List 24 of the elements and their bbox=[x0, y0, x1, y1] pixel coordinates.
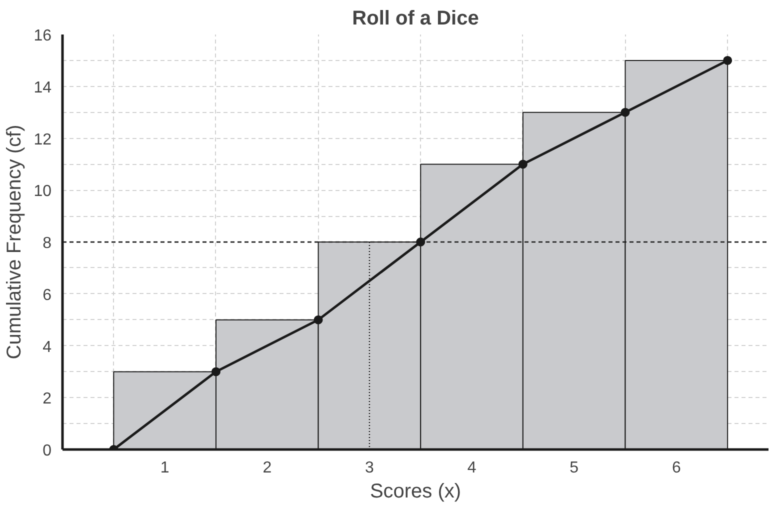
x-tick-label: 4 bbox=[467, 460, 476, 476]
point bbox=[518, 160, 528, 169]
y-axis-title: Cumulative Frequency (cf) bbox=[4, 124, 26, 360]
y-tick-label: 12 bbox=[34, 131, 52, 148]
point bbox=[620, 108, 630, 117]
point bbox=[416, 238, 426, 246]
y-tick-label: 2 bbox=[42, 390, 52, 408]
y-tick-label: 0 bbox=[42, 442, 52, 460]
y-tick-label: 16 bbox=[34, 28, 52, 44]
point bbox=[723, 56, 732, 65]
x-tick-label: 3 bbox=[365, 460, 374, 476]
x-axis-title: Scores (x) bbox=[370, 480, 462, 502]
chart-title: Roll of a Dice bbox=[352, 8, 479, 30]
x-tick-label: 6 bbox=[672, 460, 681, 476]
y-tick-label: 14 bbox=[34, 79, 52, 96]
x-tick-label: 1 bbox=[160, 460, 170, 476]
y-tick-label: 6 bbox=[42, 286, 52, 304]
x-tick-label: 2 bbox=[262, 460, 272, 476]
x-tick-label: 5 bbox=[570, 460, 579, 476]
point bbox=[314, 315, 323, 324]
point bbox=[211, 367, 220, 376]
y-tick-label: 8 bbox=[42, 235, 52, 252]
y-tick-label: 4 bbox=[42, 338, 52, 356]
y-tick-label: 10 bbox=[34, 183, 52, 200]
